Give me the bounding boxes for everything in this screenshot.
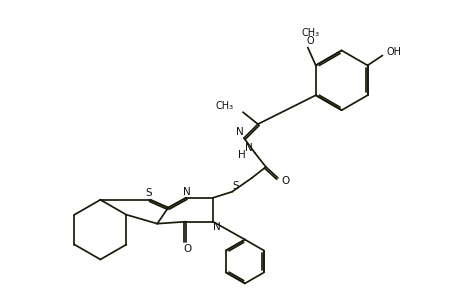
Text: S: S bbox=[145, 188, 151, 198]
Text: N: N bbox=[235, 127, 243, 137]
Text: H: H bbox=[238, 150, 245, 160]
Text: OH: OH bbox=[386, 47, 401, 58]
Text: O: O bbox=[183, 244, 191, 254]
Text: O: O bbox=[306, 35, 314, 46]
Text: CH₃: CH₃ bbox=[215, 101, 234, 111]
Text: CH₃: CH₃ bbox=[301, 28, 319, 38]
Text: N: N bbox=[183, 187, 190, 197]
Text: O: O bbox=[281, 176, 289, 186]
Text: N: N bbox=[213, 222, 220, 232]
Text: S: S bbox=[232, 181, 239, 191]
Text: N: N bbox=[245, 143, 252, 153]
